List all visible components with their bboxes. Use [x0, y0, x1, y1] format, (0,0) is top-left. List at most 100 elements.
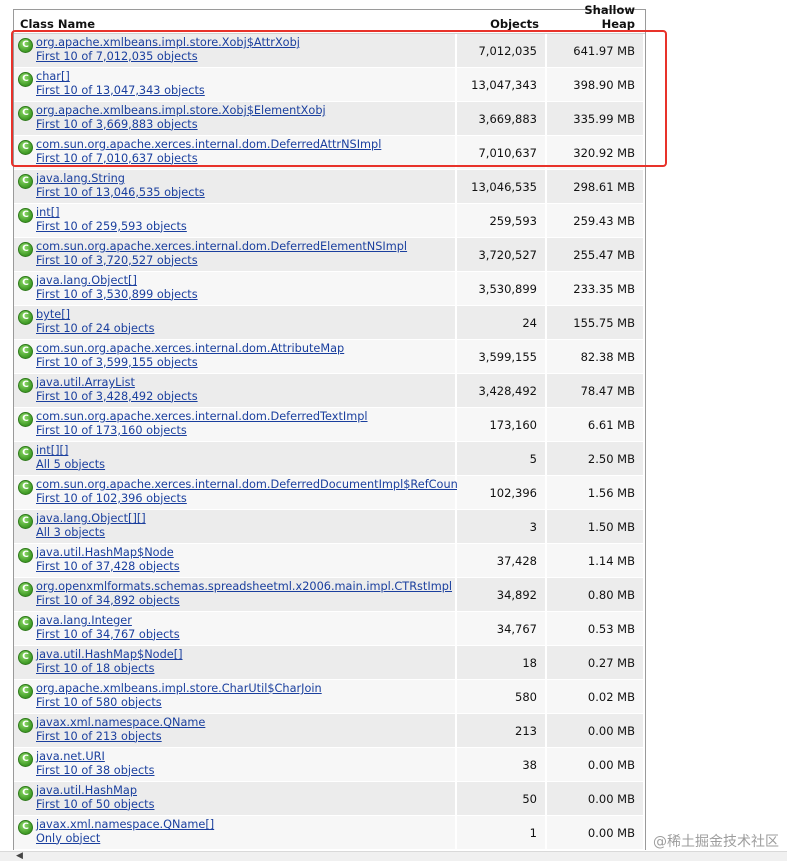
objects-list-link[interactable]: First 10 of 34,892 objects: [36, 593, 180, 607]
objects-list-link[interactable]: First 10 of 37,428 objects: [36, 559, 180, 573]
class-name-link[interactable]: java.lang.Integer: [36, 614, 132, 627]
class-name-link[interactable]: java.net.URI: [36, 750, 105, 763]
horizontal-scrollbar[interactable]: ◀: [0, 851, 787, 861]
class-name-link[interactable]: javax.xml.namespace.QName: [36, 716, 206, 729]
shallow-heap-cell: 641.97 MB: [547, 34, 643, 67]
objects-list-link[interactable]: First 10 of 3,669,883 objects: [36, 117, 198, 131]
objects-list-link[interactable]: First 10 of 3,530,899 objects: [36, 287, 198, 301]
class-name-lines: org.openxmlformats.schemas.spreadsheetml…: [36, 580, 452, 607]
class-name-link[interactable]: java.lang.Object[][]: [36, 512, 146, 525]
class-name-link[interactable]: java.util.ArrayList: [36, 376, 135, 389]
objects-list-link[interactable]: Only object: [36, 831, 101, 845]
objects-list-link[interactable]: First 10 of 13,046,535 objects: [36, 185, 205, 199]
class-name-link[interactable]: char[]: [36, 70, 70, 83]
class-name-lines: java.util.HashMap$Node First 10 of 37,428…: [36, 546, 180, 573]
objects-list-link[interactable]: First 10 of 173,160 objects: [36, 423, 187, 437]
objects-list-link[interactable]: First 10 of 7,012,035 objects: [36, 49, 198, 63]
objects-list-link[interactable]: First 10 of 102,396 objects: [36, 491, 187, 505]
class-name-link[interactable]: javax.xml.namespace.QName[]: [36, 818, 215, 831]
class-name-lines: javax.xml.namespace.QName First 10 of 213…: [36, 716, 205, 743]
class-icon: C: [18, 174, 33, 189]
objects-list-link[interactable]: All 3 objects: [36, 525, 106, 539]
class-name-link[interactable]: int[][]: [36, 444, 69, 457]
objects-list-link[interactable]: First 10 of 3,720,527 objects: [36, 253, 198, 267]
class-name-link[interactable]: java.util.HashMap$Node[]: [36, 648, 183, 661]
class-name-lines: com.sun.org.apache.xerces.internal.dom.D…: [36, 410, 368, 437]
class-name-link[interactable]: org.apache.xmlbeans.impl.store.Xobj$Attr…: [36, 36, 300, 49]
objects-list-link[interactable]: First 10 of 18 objects: [36, 661, 155, 675]
class-name-link[interactable]: java.lang.Object[]: [36, 274, 137, 287]
class-name-link[interactable]: org.apache.xmlbeans.impl.store.CharUtil$…: [36, 682, 322, 695]
objects-count-cell: 3: [457, 510, 547, 543]
objects-list-link[interactable]: First 10 of 259,593 objects: [36, 219, 187, 233]
class-icon: C: [18, 616, 33, 631]
objects-list-link[interactable]: First 10 of 213 objects: [36, 729, 162, 743]
objects-list-link[interactable]: First 10 of 3,428,492 objects: [36, 389, 198, 403]
class-name-lines: java.util.HashMap$Node[] First 10 of 18 o…: [36, 648, 183, 675]
class-name-lines: com.sun.org.apache.xerces.internal.dom.D…: [36, 240, 407, 267]
class-name-lines: com.sun.org.apache.xerces.internal.dom.D…: [36, 478, 462, 505]
class-icon: C: [18, 140, 33, 155]
objects-list-link[interactable]: First 10 of 24 objects: [36, 321, 155, 335]
class-name-link[interactable]: java.util.HashMap$Node: [36, 546, 174, 559]
objects-list-link[interactable]: First 10 of 3,599,155 objects: [36, 355, 198, 369]
class-name-lines: java.lang.Integer First 10 of 34,767 obje…: [36, 614, 180, 641]
class-name-link[interactable]: com.sun.org.apache.xerces.internal.dom.A…: [36, 342, 345, 355]
objects-list-link[interactable]: All 5 objects: [36, 457, 106, 471]
shallow-heap-cell: 335.99 MB: [547, 102, 643, 135]
class-name-link[interactable]: org.apache.xmlbeans.impl.store.Xobj$Elem…: [36, 104, 326, 117]
objects-list-link[interactable]: First 10 of 7,010,637 objects: [36, 151, 198, 165]
class-name-link[interactable]: java.util.HashMap: [36, 784, 138, 797]
shallow-heap-cell: 0.53 MB: [547, 612, 643, 645]
objects-list-link[interactable]: First 10 of 580 objects: [36, 695, 162, 709]
shallow-heap-cell: 0.27 MB: [547, 646, 643, 679]
column-header-objects[interactable]: Objects: [490, 17, 539, 31]
objects-list-link[interactable]: First 10 of 38 objects: [36, 763, 155, 777]
objects-list-link[interactable]: First 10 of 13,047,343 objects: [36, 83, 205, 97]
class-name-link[interactable]: com.sun.org.apache.xerces.internal.dom.D…: [36, 138, 382, 151]
class-name-link[interactable]: org.openxmlformats.schemas.spreadsheetml…: [36, 580, 453, 593]
scroll-left-icon[interactable]: ◀: [16, 851, 23, 861]
class-name-link[interactable]: java.lang.String: [36, 172, 125, 185]
objects-count-cell: 18: [457, 646, 547, 679]
class-name-link[interactable]: byte[]: [36, 308, 71, 321]
objects-list-link[interactable]: First 10 of 34,767 objects: [36, 627, 180, 641]
class-name-link[interactable]: com.sun.org.apache.xerces.internal.dom.D…: [36, 240, 408, 253]
class-name-link[interactable]: com.sun.org.apache.xerces.internal.dom.D…: [36, 410, 368, 423]
class-name-link[interactable]: int[]: [36, 206, 60, 219]
class-name-lines: java.util.HashMap First 10 of 50 objects: [36, 784, 154, 811]
class-name-link[interactable]: com.sun.org.apache.xerces.internal.dom.D…: [36, 478, 463, 491]
class-icon: C: [18, 820, 33, 835]
column-header-shallow-heap[interactable]: Shallow Heap: [584, 3, 635, 31]
column-header-class-name[interactable]: Class Name: [20, 17, 96, 31]
objects-list-link[interactable]: First 10 of 50 objects: [36, 797, 155, 811]
